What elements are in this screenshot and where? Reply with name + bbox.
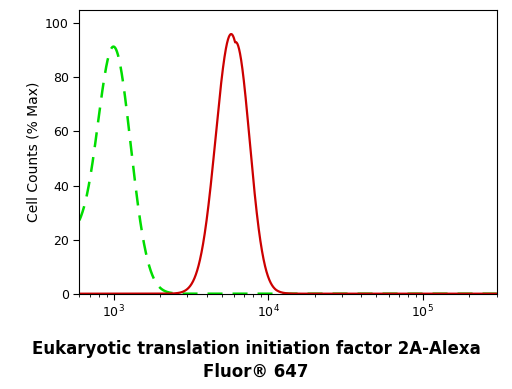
- Y-axis label: Cell Counts (% Max): Cell Counts (% Max): [27, 82, 41, 222]
- Text: Eukaryotic translation initiation factor 2A-Alexa
Fluor® 647: Eukaryotic translation initiation factor…: [32, 340, 480, 381]
